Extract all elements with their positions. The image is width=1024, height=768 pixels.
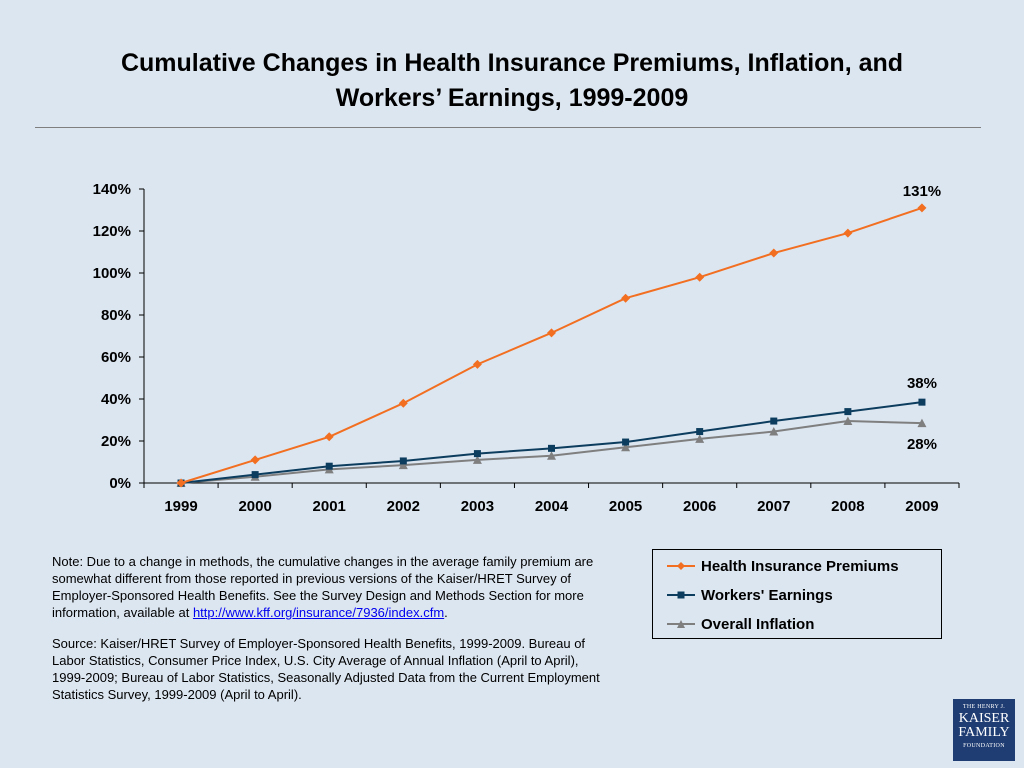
logo-line4: FOUNDATION <box>963 743 1005 749</box>
x-tick-label: 2005 <box>609 498 642 515</box>
legend-item-earnings: Workers' Earnings <box>667 585 833 605</box>
series-line <box>180 401 923 484</box>
data-point <box>398 398 408 408</box>
data-label: 28% <box>907 436 937 453</box>
source-text: Source: Kaiser/HRET Survey of Employer-S… <box>52 636 600 702</box>
note-paragraph: Note: Due to a change in methods, the cu… <box>52 553 612 621</box>
x-tick-label: 2006 <box>683 498 716 515</box>
legend-swatch-premiums <box>667 562 695 570</box>
data-point <box>696 428 704 436</box>
title-divider <box>35 127 981 128</box>
legend-item-premiums: Health Insurance Premiums <box>667 556 899 576</box>
x-tick-label: 2004 <box>535 498 569 515</box>
x-tick-label: 2008 <box>831 498 864 515</box>
data-point <box>473 450 481 458</box>
logo-line2: KAISER <box>958 711 1010 726</box>
series-line <box>180 206 923 484</box>
data-point <box>250 455 260 465</box>
y-tick-label: 80% <box>101 307 131 324</box>
data-point <box>770 417 778 425</box>
data-point <box>472 359 482 369</box>
chart-title-line2: Workers’ Earnings, 1999-2009 <box>335 84 689 112</box>
chart-title: Cumulative Changes in Health Insurance P… <box>60 46 964 116</box>
data-point <box>472 455 482 464</box>
x-tick-label: 2003 <box>461 498 494 515</box>
note-period: . <box>444 605 448 620</box>
y-tick-label: 20% <box>101 433 131 450</box>
chart-title-line1: Cumulative Changes in Health Insurance P… <box>120 49 904 77</box>
x-tick-label: 2000 <box>238 498 271 515</box>
data-point <box>399 457 407 465</box>
y-tick-label: 100% <box>93 265 131 282</box>
data-point <box>769 427 779 436</box>
legend-label-earnings: Workers' Earnings <box>701 586 833 604</box>
logo-line1: THE HENRY J. <box>962 704 1006 710</box>
data-point <box>844 408 852 416</box>
x-tick-label: 2002 <box>387 498 420 515</box>
data-point <box>917 203 927 213</box>
x-tick-label: 1999 <box>164 498 197 515</box>
y-tick-label: 0% <box>109 475 131 492</box>
legend-swatch-earnings <box>667 591 695 599</box>
y-tick-label: 120% <box>93 223 131 240</box>
data-point <box>622 438 630 446</box>
data-point <box>548 444 555 452</box>
y-tick-label: 140% <box>93 181 131 198</box>
kaiser-family-foundation-logo: THE HENRY J. KAISER FAMILY FOUNDATION <box>953 699 1015 761</box>
x-tick-label: 2009 <box>905 498 938 515</box>
note-link[interactable]: http://www.kff.org/insurance/7936/index.… <box>192 605 445 620</box>
chart-legend: Health Insurance Premiums Workers' Earni… <box>652 549 942 639</box>
data-point <box>621 442 631 452</box>
legend-swatch-inflation <box>667 620 695 628</box>
y-tick-label: 60% <box>101 349 131 366</box>
data-point <box>547 328 556 338</box>
data-point <box>398 460 408 470</box>
data-point <box>917 418 927 428</box>
y-tick-label: 40% <box>101 391 131 408</box>
x-tick-label: 2007 <box>757 498 790 515</box>
data-label: 38% <box>907 375 937 392</box>
data-point <box>769 248 779 258</box>
note-text: Note: Due to a change in methods, the cu… <box>52 554 594 620</box>
x-tick-label: 2001 <box>313 498 346 515</box>
data-point <box>695 272 705 282</box>
legend-item-inflation: Overall Inflation <box>667 614 814 634</box>
logo-line3: FAMILY <box>958 725 1010 740</box>
data-point <box>251 471 259 479</box>
data-point <box>325 462 333 470</box>
data-point <box>324 432 334 442</box>
data-point <box>843 228 853 238</box>
data-point <box>176 478 186 488</box>
data-point <box>918 398 926 406</box>
line-chart: 0% 20% 40% 60% 80% 100% 120% 140% 1999 2000 2001 20… <box>93 181 960 515</box>
legend-label-inflation: Overall Inflation <box>701 615 815 633</box>
data-point <box>621 293 631 303</box>
note-block: Note: Due to a change in methods, the cu… <box>52 553 612 717</box>
data-point <box>547 451 556 460</box>
data-point <box>695 434 705 443</box>
data-label: 131% <box>903 183 941 200</box>
legend-label-premiums: Health Insurance Premiums <box>701 557 899 575</box>
data-point <box>843 416 853 426</box>
